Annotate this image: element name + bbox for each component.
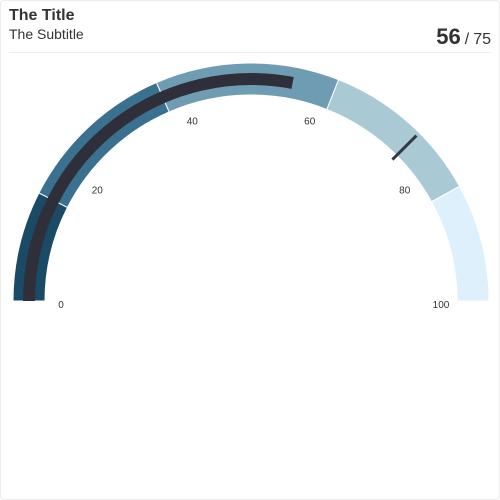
- chart-subtitle: The Subtitle: [9, 26, 84, 42]
- value-readout: 56/75: [436, 24, 491, 50]
- gauge-band-5: [430, 185, 490, 302]
- readout-separator: /: [464, 31, 470, 48]
- gauge-marks: [23, 73, 418, 302]
- target-value: 75: [473, 31, 491, 48]
- chart-title: The Title: [9, 7, 75, 24]
- tick-label-20: 20: [92, 185, 104, 196]
- gauge-band-4: [326, 79, 461, 203]
- value-arc: [23, 73, 294, 302]
- tick-label-0: 0: [58, 300, 64, 311]
- chart-header: The Title The Subtitle 56/75: [9, 5, 491, 53]
- gauge-tick-labels: 0 20 40 60 80 100: [58, 116, 450, 311]
- current-value: 56: [436, 24, 461, 49]
- tick-label-40: 40: [187, 116, 199, 127]
- tick-label-100: 100: [433, 300, 450, 311]
- target-marker: [391, 134, 418, 161]
- gauge-bands: [12, 62, 490, 302]
- tick-label-60: 60: [304, 116, 316, 127]
- tick-label-80: 80: [399, 185, 411, 196]
